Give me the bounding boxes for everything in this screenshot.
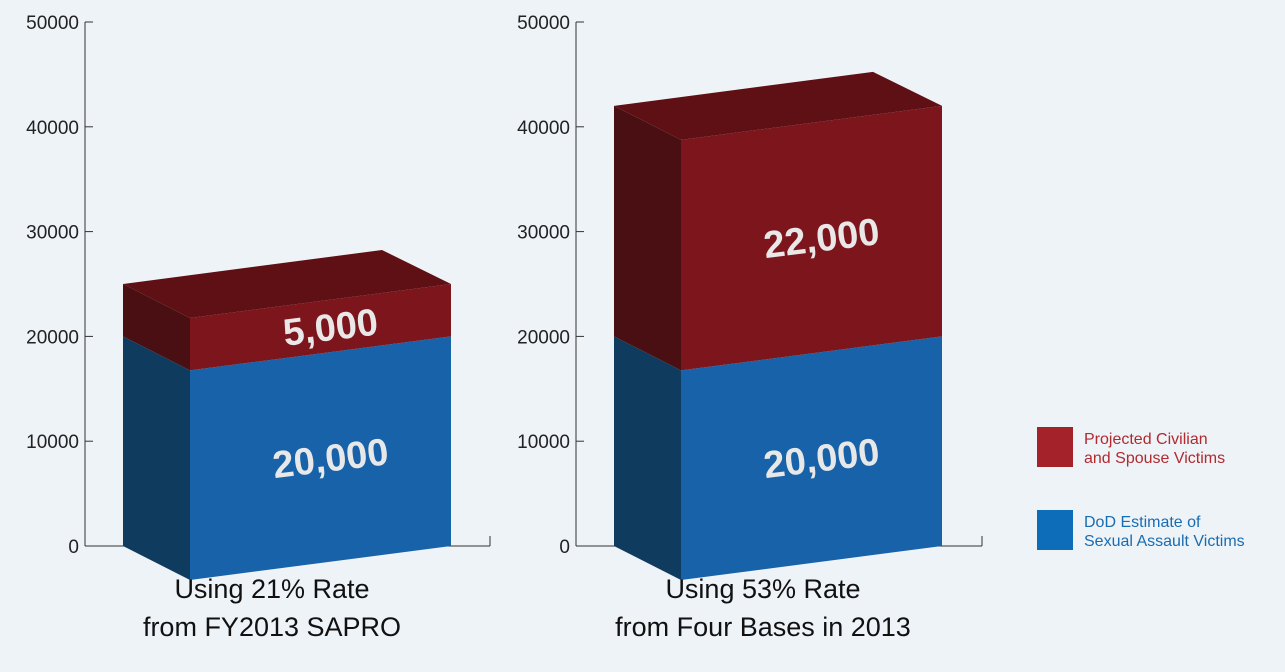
chart-caption-line: from Four Bases in 2013 — [615, 612, 911, 642]
bar-top-face — [123, 250, 451, 318]
bar-front-dod — [190, 336, 451, 580]
chart-caption-line: Using 53% Rate — [665, 574, 860, 604]
chart-caption-line: from FY2013 SAPRO — [143, 612, 401, 642]
y-tick-label: 30000 — [26, 223, 79, 244]
bar-front-civilian — [681, 105, 942, 371]
y-tick-label: 40000 — [26, 118, 79, 139]
bar-side-dod — [123, 336, 190, 580]
legend-swatch-dod — [1037, 510, 1073, 550]
y-tick-label: 50000 — [26, 13, 79, 34]
y-tick-label: 10000 — [26, 432, 79, 453]
legend-label: DoD Estimate of — [1084, 514, 1201, 531]
legend-swatch-civilian — [1037, 427, 1073, 467]
bar-side-civilian — [123, 284, 190, 371]
legend-label: and Spouse Victims — [1084, 450, 1225, 467]
y-tick-label: 40000 — [517, 118, 570, 139]
y-tick-label: 20000 — [26, 327, 79, 348]
legend-label: Projected Civilian — [1084, 431, 1208, 448]
bar-front-civilian — [190, 284, 451, 371]
y-tick-label: 0 — [68, 537, 79, 558]
legend-label: Sexual Assault Victims — [1084, 533, 1245, 550]
chart-caption-line: Using 21% Rate — [174, 574, 369, 604]
bar-side-civilian — [614, 105, 681, 371]
y-tick-label: 20000 — [517, 327, 570, 348]
y-tick-label: 0 — [559, 537, 570, 558]
y-tick-label: 10000 — [517, 432, 570, 453]
bar-side-dod — [614, 336, 681, 580]
bar-front-dod — [681, 336, 942, 580]
y-tick-label: 30000 — [517, 223, 570, 244]
y-tick-label: 50000 — [517, 13, 570, 34]
bar-top-face — [614, 71, 942, 140]
